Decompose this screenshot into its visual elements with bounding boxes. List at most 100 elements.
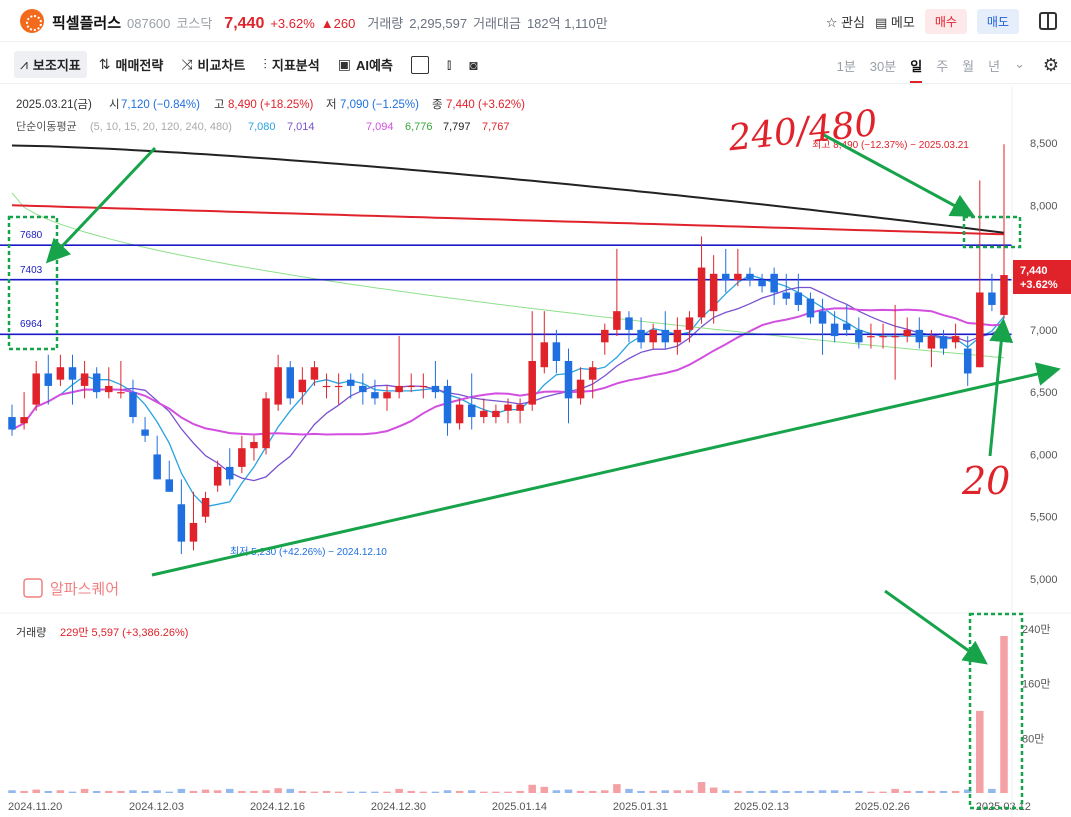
- analysis-label: 지표분석: [271, 58, 320, 73]
- candle-body: [201, 498, 210, 517]
- candle-body: [782, 292, 790, 299]
- candle-body: [80, 373, 89, 386]
- candle-body: [467, 404, 476, 418]
- change-percent: +3.62%: [270, 16, 315, 31]
- handwriting-20: 20: [961, 459, 1010, 503]
- candle-body: [443, 385, 452, 424]
- volume-bar: [939, 790, 948, 793]
- price-chart[interactable]: 2025.03.21(금) 시 7,120 (−0.84%) 고 8,490 (…: [0, 86, 1071, 817]
- volume-bar: [976, 710, 984, 793]
- volume-bar: [915, 790, 924, 793]
- volume-bar: [637, 790, 645, 793]
- watch-button[interactable]: ☆ 관심: [826, 12, 865, 31]
- volume-bar: [601, 790, 609, 793]
- timeframe-year[interactable]: 년: [988, 59, 1001, 74]
- info-ohlc: 시 7,120 (−0.84%) 고 8,490 (+18.25%) 저 7,0…: [109, 98, 525, 111]
- buy-button[interactable]: 매수: [924, 9, 967, 34]
- candle-body: [504, 404, 512, 411]
- ma-value-1: 7,080: [248, 121, 276, 133]
- memo-label: 메모: [890, 15, 915, 30]
- indicator-icon: ⩘: [20, 56, 28, 72]
- ma480-line: [11, 144, 1005, 234]
- compare-button[interactable]: ⤨ 비교차트: [175, 51, 251, 78]
- timeframe-30min[interactable]: 30분: [869, 59, 897, 74]
- volume-bar: [117, 790, 125, 793]
- candle-body: [540, 342, 549, 368]
- moving-average-lines: [11, 144, 1005, 508]
- candle-body: [842, 323, 851, 330]
- camera-icon: ◙: [469, 56, 478, 73]
- y-tick-label: 5,000: [1030, 574, 1058, 586]
- candle-type-button[interactable]: ⫾: [441, 52, 457, 77]
- volume-bar: [419, 791, 428, 793]
- candle-body: [68, 367, 77, 380]
- volume-bar: [879, 791, 887, 793]
- candle-body: [32, 373, 40, 405]
- trend-arrow: [151, 362, 1061, 577]
- x-tick-label: 2024.12.16: [250, 801, 305, 813]
- volume-highlight-box: [968, 612, 1024, 810]
- arrow-to-box-labels: [45, 146, 157, 264]
- candle-body: [238, 448, 246, 467]
- candle-body: [322, 385, 331, 388]
- open-value: 7,120 (−0.84%): [121, 99, 200, 111]
- volume-bar: [528, 784, 536, 793]
- candle-body: [250, 441, 258, 449]
- ai-predict-button[interactable]: ▣ AI예측: [332, 51, 399, 78]
- compare-label: 비교차트: [197, 58, 246, 73]
- volume-bar: [806, 790, 815, 793]
- y-tick-label: 8,500: [1030, 138, 1058, 150]
- volume-bar: [673, 790, 682, 793]
- candle-body: [334, 385, 343, 388]
- box-label-7403: 7403: [20, 265, 43, 276]
- stock-summary: 픽셀플러스 087600 코스닥 7,440 +3.62% ▲260 거래량 2…: [52, 12, 608, 33]
- sell-button[interactable]: 매도: [976, 9, 1019, 34]
- volume-bar: [213, 790, 222, 793]
- y-tick-label: 7,000: [1030, 325, 1058, 337]
- high-label: 고: [214, 99, 225, 111]
- volume-bar: [467, 790, 476, 793]
- candle-body: [165, 479, 174, 492]
- volume-bar: [552, 790, 561, 793]
- chevron-down-icon[interactable]: ⌄: [1014, 56, 1025, 71]
- volume-bar: [141, 790, 149, 793]
- timeframe-week[interactable]: 주: [936, 59, 949, 74]
- volume-bar: [758, 790, 766, 793]
- candle-body: [637, 329, 645, 343]
- y-tick-label: 8,000: [1030, 200, 1058, 212]
- x-tick-label: 2025.02.26: [855, 801, 910, 813]
- star-icon: ☆: [825, 15, 838, 30]
- ai-chip-icon: ▣: [337, 56, 351, 72]
- volume-bar: [201, 789, 210, 793]
- candle-body: [988, 292, 996, 305]
- candle-body: [177, 504, 186, 542]
- timeframe-month[interactable]: 월: [962, 59, 975, 74]
- memo-button[interactable]: ▤ 메모: [875, 12, 915, 31]
- stock-name[interactable]: 픽셀플러스: [52, 15, 122, 32]
- panel-layout-icon[interactable]: [1039, 12, 1057, 30]
- volume-bar: [830, 790, 839, 793]
- screenshot-button[interactable]: ◙: [463, 53, 483, 77]
- volume-bar: [431, 791, 440, 793]
- volume-bar: [334, 791, 343, 793]
- volume-bar: [576, 790, 585, 793]
- timeframe-day[interactable]: 일: [910, 56, 923, 83]
- close-value: 7,440 (+3.62%): [446, 99, 525, 111]
- candle-body: [105, 385, 113, 393]
- indicator-button[interactable]: ⩘ 보조지표: [14, 51, 87, 78]
- candle-body: [395, 385, 403, 393]
- checkbox-button[interactable]: [405, 52, 435, 78]
- ma120-line: [11, 192, 1005, 359]
- volume-bar: [794, 790, 803, 793]
- compare-icon: ⤨: [181, 56, 193, 72]
- low-label: 저: [326, 98, 337, 111]
- candle-body: [480, 410, 488, 418]
- analysis-button[interactable]: ⫶ 지표분석: [257, 51, 325, 78]
- candle-body: [625, 317, 633, 330]
- gear-icon[interactable]: ⚙: [1042, 55, 1059, 75]
- volume-bar: [80, 788, 89, 793]
- volume-bar: [855, 790, 863, 793]
- strategy-button[interactable]: ⇅ 매매전략: [93, 51, 170, 78]
- candle-body: [951, 336, 960, 343]
- timeframe-1min[interactable]: 1분: [836, 59, 856, 74]
